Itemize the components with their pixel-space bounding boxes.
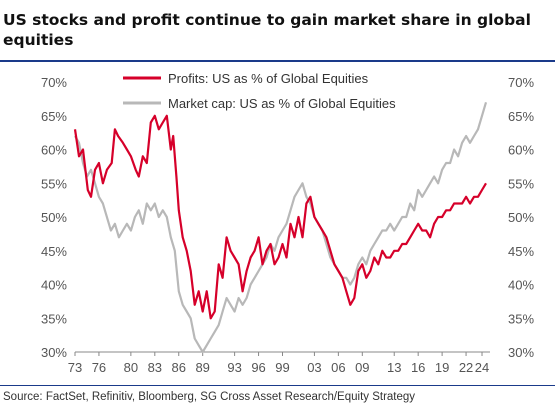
y-tick-label-left: 55% [41,176,67,191]
y-tick-label-right: 50% [508,210,534,225]
chart-title: US stocks and profit continue to gain ma… [3,11,531,49]
y-tick-label-left: 35% [41,311,67,326]
x-tick-label: 99 [275,360,289,375]
x-tick-label: 86 [172,360,186,375]
x-tick-label: 16 [411,360,425,375]
y-tick-label-left: 65% [41,109,67,124]
legend-label-market-cap: Market cap: US as % of Global Equities [168,96,396,111]
chart-axes: 30% 30% 35% 35% 40% 40% 45% 45% 50% 50% 55% 55% 60% 6… [41,75,534,375]
y-tick-label-left: 60% [41,143,67,158]
title-divider [0,60,555,62]
legend: Profits: US as % of Global Equities Marke… [123,71,396,111]
x-tick-label: 80 [124,360,138,375]
y-tick-label-right: 45% [508,244,534,259]
source-note: Source: FactSet, Refinitiv, Bloomberg, S… [3,391,416,403]
x-tick-label: 09 [355,360,369,375]
series-line-profits [73,114,487,320]
x-tick-label: 03 [307,360,321,375]
y-tick-label-right: 40% [508,278,534,293]
series-line-market-cap [74,101,488,354]
y-tick-label-left: 45% [41,244,67,259]
y-tick-label-right: 35% [508,311,534,326]
x-tick-label: 89 [195,360,209,375]
line-chart: 30% 30% 35% 35% 40% 40% 45% 45% 50% 50% 55% 55% 60% 6… [41,71,534,375]
y-tick-label-left: 40% [41,278,67,293]
x-tick-label: 96 [251,360,265,375]
x-tick-label: 22 [459,360,473,375]
y-tick-label-right: 70% [508,75,534,90]
y-tick-label-left: 30% [41,345,67,360]
x-tick-label: 06 [331,360,345,375]
source-divider [0,385,555,386]
y-tick-label-right: 30% [508,345,534,360]
y-tick-label-right: 65% [508,109,534,124]
x-tick-label: 19 [435,360,449,375]
series-layer [73,101,488,354]
y-tick-label-right: 55% [508,176,534,191]
x-tick-label: 76 [92,360,106,375]
x-tick-label: 13 [387,360,401,375]
x-tick-label: 93 [227,360,241,375]
legend-label-profits: Profits: US as % of Global Equities [168,71,369,86]
x-tick-label: 24 [475,360,489,375]
x-tick-label: 73 [68,360,82,375]
y-tick-label-left: 70% [41,75,67,90]
x-tick-label: 83 [148,360,162,375]
y-tick-label-left: 50% [41,210,67,225]
y-tick-label-right: 60% [508,143,534,158]
